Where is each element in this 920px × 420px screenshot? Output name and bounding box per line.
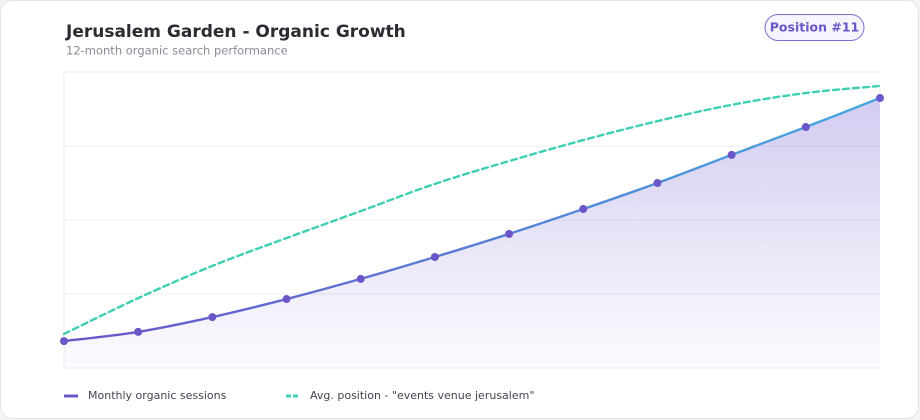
legend-label: Monthly organic sessions bbox=[88, 389, 227, 402]
line bbox=[62, 96, 882, 343]
area bbox=[64, 98, 880, 368]
chart-title: Jerusalem Garden - Organic Growth bbox=[65, 22, 406, 42]
point bbox=[727, 150, 736, 159]
point bbox=[430, 253, 439, 261]
point bbox=[60, 337, 68, 346]
point bbox=[876, 94, 884, 103]
point bbox=[208, 313, 217, 322]
line bbox=[62, 84, 882, 336]
badge-background bbox=[764, 14, 865, 41]
point bbox=[801, 123, 810, 132]
point bbox=[282, 295, 291, 304]
legend-label: Avg. position - "events venue jerusalem" bbox=[310, 389, 534, 402]
point bbox=[134, 327, 143, 336]
point bbox=[579, 205, 588, 214]
point bbox=[505, 229, 514, 238]
chart-subtitle: 12-month organic search performance bbox=[66, 44, 288, 58]
point bbox=[653, 179, 662, 187]
badge: Position #11 bbox=[770, 20, 859, 35]
point bbox=[356, 274, 365, 283]
